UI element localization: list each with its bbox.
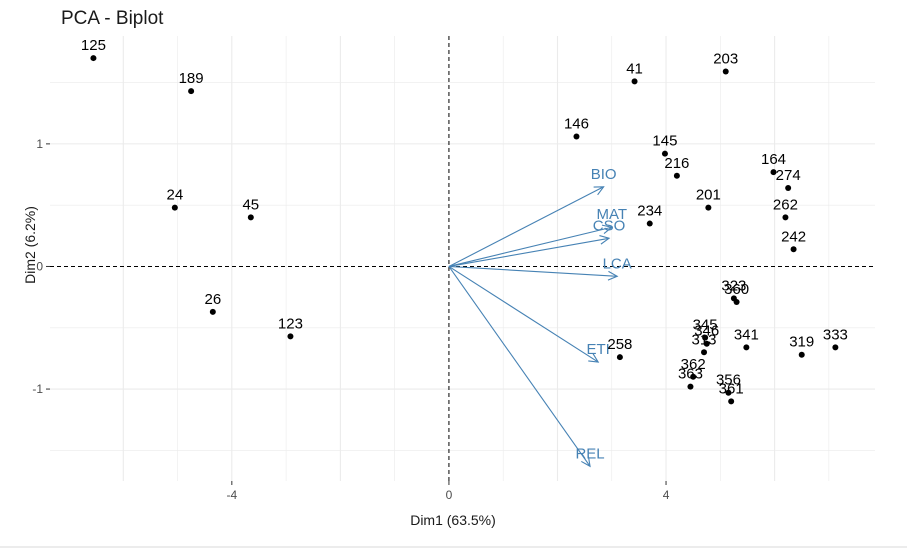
data-point-label: 363 <box>678 366 703 383</box>
data-point-label: 201 <box>696 187 721 204</box>
data-point-label: 164 <box>761 151 786 168</box>
y-tick-label: -1 <box>32 382 43 396</box>
variable-arrow-head <box>601 224 613 235</box>
data-point-label: 262 <box>773 196 798 213</box>
variable-arrow <box>448 266 591 467</box>
variable-arrow-head <box>607 270 619 281</box>
data-point <box>247 214 254 221</box>
data-point <box>631 78 638 85</box>
data-point-label: 242 <box>781 228 806 245</box>
variable-label: LCA <box>603 255 632 272</box>
data-point-label: 145 <box>652 133 677 150</box>
variable-arrow-head <box>581 456 591 468</box>
variable-arrow <box>448 237 610 268</box>
data-point <box>722 68 729 75</box>
data-point <box>703 340 710 347</box>
data-point-label: 341 <box>734 326 759 343</box>
chart-title: PCA - Biplot <box>61 8 164 29</box>
axis-ticks: -4 0 4 -1 0 1 <box>32 137 669 502</box>
data-point <box>743 344 750 351</box>
variable-arrow-head <box>599 235 611 245</box>
data-point <box>785 185 792 192</box>
variable-label: BIO <box>591 166 617 183</box>
data-point-label: 26 <box>204 291 221 308</box>
variable-arrow <box>448 266 599 363</box>
data-point-label: 234 <box>637 203 662 220</box>
y-axis-title: Dim2 (6.2%) <box>22 206 38 284</box>
x-tick-label: 0 <box>446 488 453 502</box>
data-point <box>690 373 697 380</box>
variable-arrow <box>448 226 612 268</box>
data-point <box>687 383 694 390</box>
variable-arrow <box>448 265 618 277</box>
data-point <box>798 351 805 358</box>
data-point-label: 346 <box>694 323 719 340</box>
data-point <box>573 133 580 140</box>
variable-label: CSO <box>593 217 626 234</box>
data-point <box>702 334 709 341</box>
data-point-label: 356 <box>716 372 741 389</box>
data-point <box>832 344 839 351</box>
variable-arrow-head <box>588 353 600 363</box>
data-point-label: 45 <box>242 196 259 213</box>
data-point-label: 274 <box>776 167 801 184</box>
data-point <box>733 299 740 306</box>
reference-lines <box>50 36 875 481</box>
data-point-label: 216 <box>664 155 689 172</box>
grid-lines <box>50 36 875 481</box>
data-point <box>701 349 708 356</box>
data-point-label: 362 <box>681 356 706 373</box>
data-point-label: 361 <box>719 380 744 397</box>
data-point-label: 203 <box>713 51 738 68</box>
data-point-label: 146 <box>564 116 589 133</box>
data-point <box>705 204 712 211</box>
data-point-label: 123 <box>278 315 303 332</box>
data-point-label: 41 <box>626 60 643 77</box>
data-point <box>673 172 680 179</box>
data-point-label: 189 <box>179 70 204 87</box>
data-point-label: 313 <box>692 331 717 348</box>
data-point <box>790 246 797 253</box>
variable-label: MAT <box>596 206 627 223</box>
x-axis-title: Dim1 (63.5%) <box>410 512 496 528</box>
data-point <box>188 88 195 95</box>
data-point-label: 360 <box>724 281 749 298</box>
y-tick-label: 1 <box>36 137 43 151</box>
data-point <box>661 150 668 157</box>
data-point <box>725 389 732 396</box>
data-point <box>209 308 216 315</box>
data-point-label: 345 <box>693 317 718 334</box>
data-point <box>782 214 789 221</box>
variable-arrow-head <box>593 186 605 196</box>
data-point <box>90 55 97 62</box>
variable-label: ETI <box>587 341 610 358</box>
x-tick-label: 4 <box>663 488 670 502</box>
x-tick-label: -4 <box>226 488 237 502</box>
data-point <box>770 169 777 176</box>
data-point-label: 319 <box>789 334 814 351</box>
data-point-label: 24 <box>166 187 183 204</box>
data-point-label: 258 <box>607 336 632 353</box>
variable-label: REL <box>575 445 604 462</box>
data-point-label: 125 <box>81 37 106 54</box>
data-point <box>171 204 178 211</box>
y-tick-label: 0 <box>36 259 43 273</box>
data-point-label: 323 <box>721 277 746 294</box>
data-point <box>728 398 735 405</box>
data-point <box>646 220 653 227</box>
data-point <box>616 354 623 361</box>
variable-arrow <box>448 186 604 267</box>
data-point-label: 333 <box>823 326 848 343</box>
data-point <box>287 333 294 340</box>
